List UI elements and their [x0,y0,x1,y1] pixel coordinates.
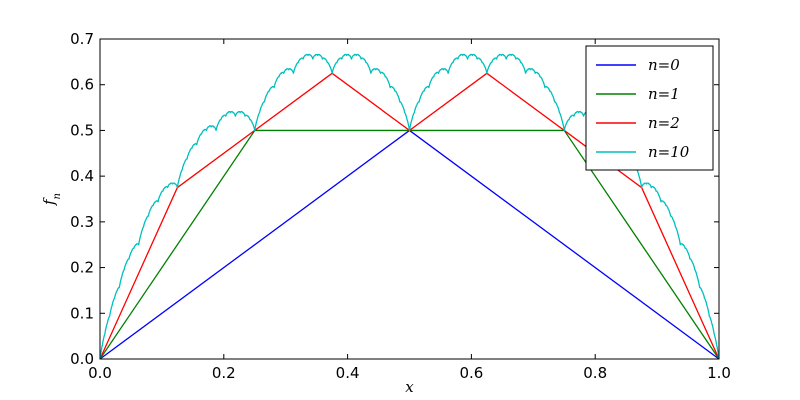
x-tick-label: 0.2 [212,364,236,382]
legend-box [585,45,714,171]
ticks-layer: 0.0 0.2 0.4 0.6 0.8 1.0 0.0 0.1 0.2 0.3 0.4 0.5 0.6 0… [70,30,731,382]
legend-label: n=0 [648,56,680,74]
y-axis-label-subscript: n [52,193,63,199]
y-tick-label: 0.5 [70,121,94,139]
y-tick-label: 0.0 [70,350,94,368]
legend-label: n=2 [648,114,680,132]
y-tick-label: 0.1 [70,304,94,322]
x-axis-label: x [405,378,414,396]
legend: n=0 n=1 n=2 n=10 [585,45,714,171]
legend-label: n=1 [648,85,680,103]
y-tick-label: 0.6 [70,76,94,94]
legend-label: n=10 [648,143,690,161]
x-tick-label: 0.6 [459,364,483,382]
y-tick-label: 0.3 [70,213,94,231]
y-tick-label: 0.4 [70,167,94,185]
y-tick-label: 0.7 [70,30,94,48]
x-tick-label: 1.0 [707,364,731,382]
x-tick-label: 0.8 [583,364,607,382]
x-tick-label: 0.4 [336,364,360,382]
y-tick-label: 0.2 [70,259,94,277]
plot-frame [99,38,720,360]
x-tick-label: 0.0 [88,364,112,382]
